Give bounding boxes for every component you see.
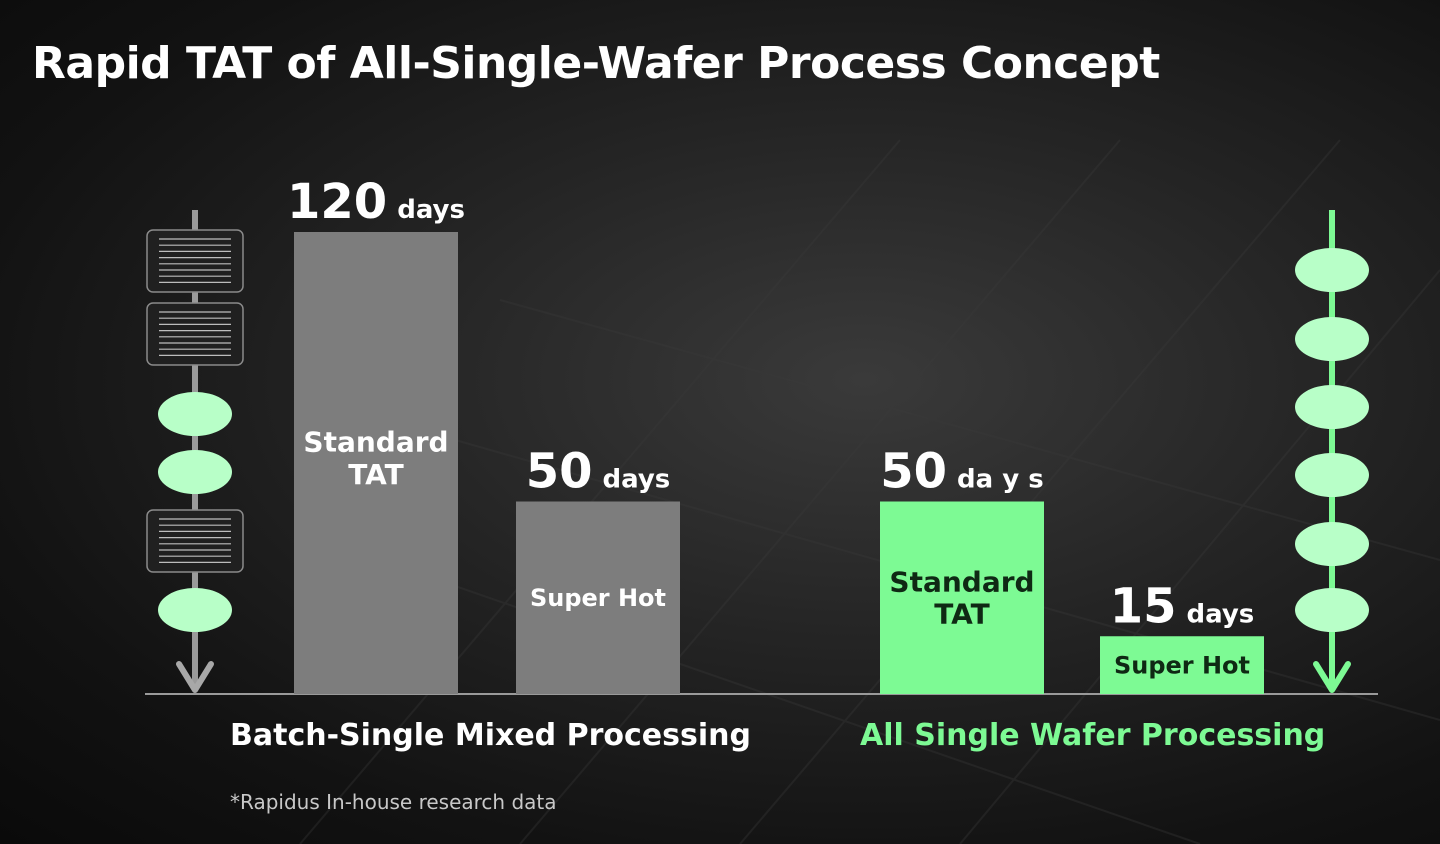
value-number: 50 bbox=[526, 444, 593, 500]
value-label-0-0: 120 days bbox=[287, 174, 465, 230]
bar-0-1 bbox=[516, 501, 680, 694]
wafer-icon bbox=[1295, 588, 1369, 632]
value-number: 15 bbox=[1110, 578, 1177, 634]
value-unit: days bbox=[397, 195, 465, 225]
bar-name-1-0: Standard TAT bbox=[889, 565, 1034, 630]
footnote: *Rapidus In-house research data bbox=[230, 790, 557, 814]
wafer-icon bbox=[1295, 522, 1369, 566]
wafer-icon bbox=[1295, 385, 1369, 429]
bar-0-0 bbox=[294, 232, 458, 694]
bar-name-line: Super Hot bbox=[530, 584, 666, 612]
bar-1-0 bbox=[880, 501, 1044, 694]
wafer-icon bbox=[158, 392, 232, 436]
value-unit: days bbox=[1187, 599, 1255, 629]
value-label-1-1: 15 days bbox=[1110, 578, 1255, 634]
batch-icon bbox=[146, 302, 244, 366]
wafer-icon bbox=[1295, 317, 1369, 361]
value-label-1-0: 50 da y s bbox=[880, 444, 1043, 500]
value-label-0-1: 50 days bbox=[526, 444, 671, 500]
bar-1-1 bbox=[1100, 636, 1264, 694]
bar-name-1-1: Super Hot bbox=[1114, 652, 1250, 680]
value-number: 50 bbox=[880, 444, 947, 500]
left-flow-arrow-icon bbox=[176, 661, 214, 693]
value-unit: da y s bbox=[957, 465, 1044, 495]
right-flow-arrow-icon bbox=[1313, 661, 1351, 693]
bar-name-line: Standard bbox=[889, 565, 1034, 598]
bar-name-0-1: Super Hot bbox=[530, 584, 666, 612]
wafer-icon bbox=[158, 588, 232, 632]
wafer-icon bbox=[158, 450, 232, 494]
wafer-icon bbox=[1295, 248, 1369, 292]
bar-name-line: Super Hot bbox=[1114, 652, 1250, 680]
bar-name-line: Standard bbox=[303, 426, 448, 459]
batch-icon bbox=[146, 509, 244, 573]
bar-name-line: TAT bbox=[348, 458, 404, 491]
wafer-icon bbox=[1295, 453, 1369, 497]
bar-name-line: TAT bbox=[934, 598, 990, 631]
value-unit: days bbox=[603, 465, 671, 495]
value-number: 120 bbox=[287, 174, 387, 230]
batch-icon bbox=[146, 229, 244, 293]
batch-group-label: Batch-Single Mixed Processing bbox=[230, 718, 751, 753]
page-title: Rapid TAT of All-Single-Wafer Process Co… bbox=[32, 38, 1160, 89]
single-wafer-group-label: All Single Wafer Processing bbox=[860, 718, 1326, 753]
bar-name-0-0: Standard TAT bbox=[303, 426, 448, 491]
